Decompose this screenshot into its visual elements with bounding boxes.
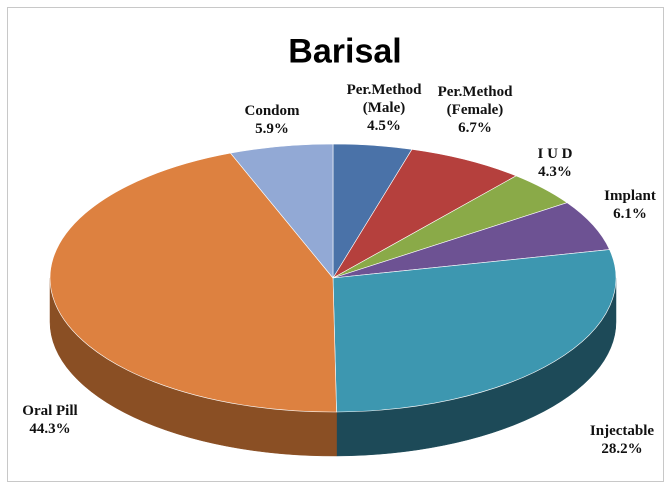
data-label: I U D 4.3% [509,145,601,181]
data-label: Per.Method (Female) 6.7% [429,83,521,137]
label-value: 28.2% [601,441,643,457]
label-value: 44.3% [29,421,71,437]
data-label: Condom 5.9% [226,102,318,138]
label-category: I U D [537,146,573,162]
data-label: Per.Method (Male) 4.5% [338,81,430,135]
slice [229,143,334,279]
label-value: 6.1% [613,206,647,222]
data-label: Injectable 28.2% [576,422,668,458]
slice [49,152,337,413]
label-category: Condom [244,103,300,119]
data-label: Implant 6.1% [584,187,671,223]
label-category: Per.Method (Male) [346,82,422,116]
chart-title: Barisal [288,32,402,71]
data-label: Oral Pill 44.3% [4,402,96,438]
label-category: Oral Pill [22,403,78,419]
slice [332,148,517,279]
label-category: Injectable [589,423,655,439]
label-value: 4.3% [538,164,572,180]
label-value: 6.7% [458,120,492,136]
label-value: 4.5% [367,118,401,134]
label-category: Per.Method (Female) [437,84,513,118]
label-value: 5.9% [255,121,289,137]
label-category: Implant [604,188,656,204]
slice [332,249,617,413]
